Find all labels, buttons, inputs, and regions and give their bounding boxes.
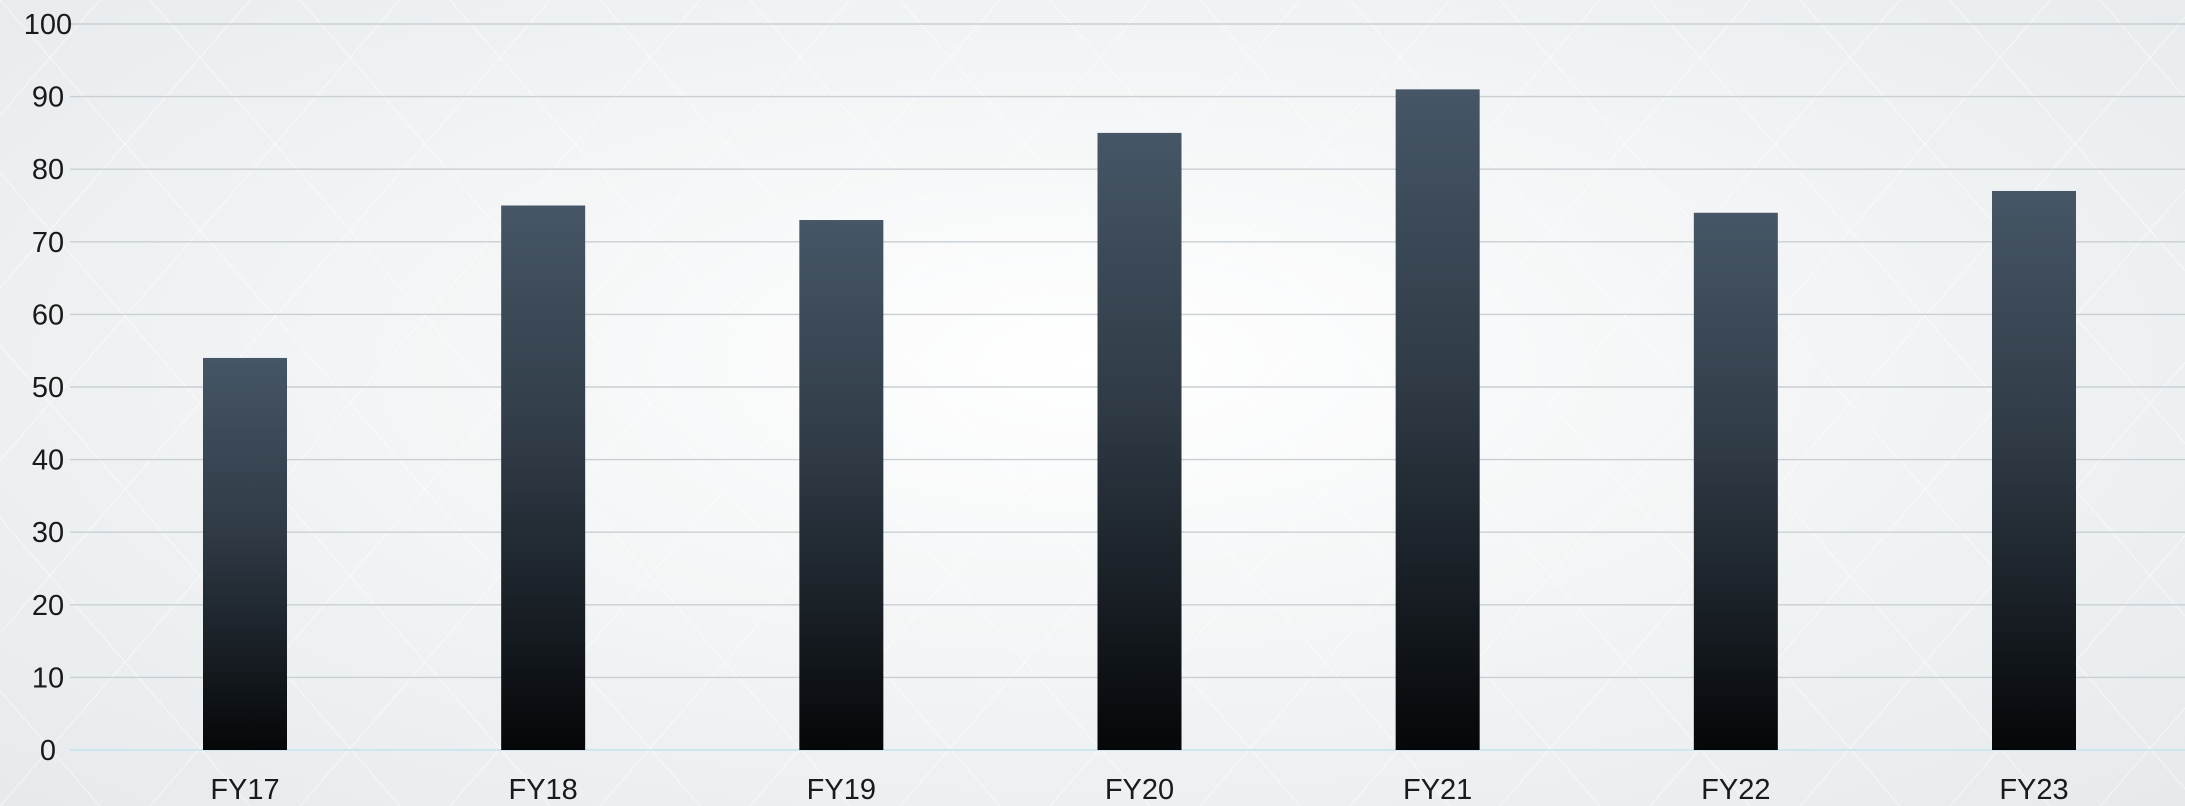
y-tick-label: 30: [32, 517, 64, 549]
bar-fy19: [799, 220, 884, 750]
bar-fy17: [203, 357, 287, 750]
y-axis: 0 10 20 30 40 50 60 70 80 90 100: [24, 9, 72, 767]
y-tick-label: 20: [32, 590, 64, 622]
y-tick-label: 10: [32, 662, 64, 694]
bar-fy23: [1992, 190, 2076, 751]
x-tick-label: FY19: [807, 774, 876, 806]
bars: [203, 89, 2076, 751]
x-tick-label: FY23: [1999, 774, 2068, 806]
y-tick-label: 80: [32, 154, 64, 186]
y-tick-label: 60: [32, 299, 64, 331]
bar-fy18: [501, 205, 586, 750]
y-tick-label: 40: [32, 445, 64, 477]
y-tick-label: 0: [40, 735, 56, 767]
y-tick-label: 90: [32, 82, 64, 114]
y-tick-label: 100: [24, 9, 72, 41]
y-tick-label: 70: [32, 227, 64, 259]
x-tick-label: FY17: [210, 774, 279, 806]
x-tick-label: FY21: [1403, 774, 1472, 806]
y-tick-label: 50: [32, 372, 64, 404]
bar-fy22: [1693, 212, 1778, 750]
bar-fy20: [1097, 132, 1182, 750]
x-tick-label: FY22: [1701, 774, 1770, 806]
bar-fy21: [1395, 89, 1480, 751]
x-axis: FY17 FY18 FY19 FY20 FY21 FY22 FY23: [210, 774, 2068, 806]
x-tick-label: FY20: [1105, 774, 1174, 806]
x-tick-label: FY18: [509, 774, 578, 806]
